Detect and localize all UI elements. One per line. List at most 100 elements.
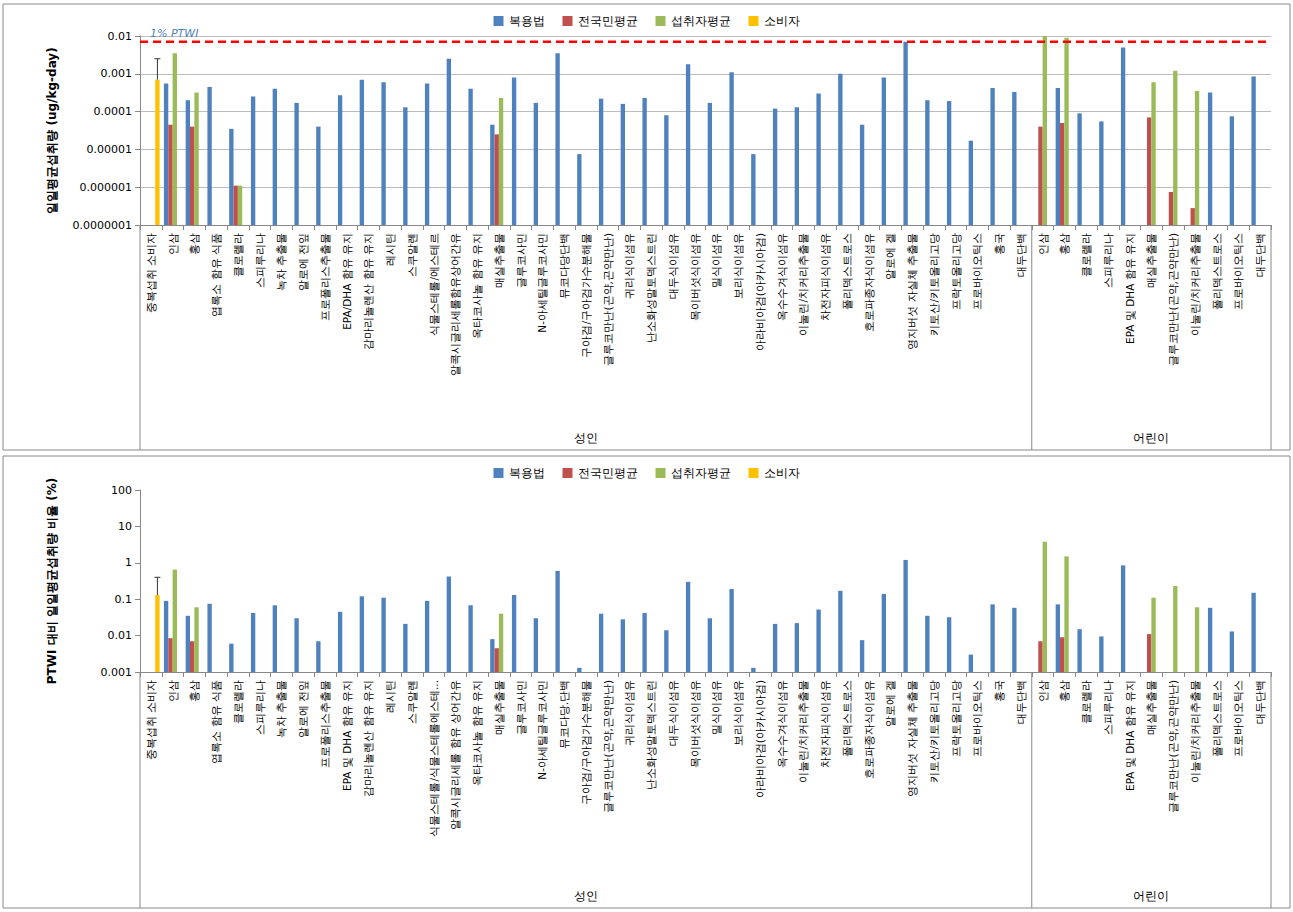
svg-text:홍삼: 홍삼 [1058,233,1070,255]
svg-text:아라비아검(아카시아검): 아라비아검(아카시아검) [754,680,766,798]
svg-text:중복섭취 소비자: 중복섭취 소비자 [145,680,157,760]
svg-text:복용법: 복용법 [509,14,545,28]
svg-text:식물스테롤/식물스테롤에스테...: 식물스테롤/식물스테롤에스테... [428,680,440,837]
svg-text:스피루리나: 스피루리나 [1102,233,1114,288]
svg-text:글루코만난(곤약,곤약만난): 글루코만난(곤약,곤약만난) [602,680,614,813]
svg-text:폴리덱스트로스: 폴리덱스트로스 [1211,233,1223,310]
svg-text:프로바이오틱스: 프로바이오틱스 [1232,680,1244,757]
svg-text:키토산/키토올리고당: 키토산/키토올리고당 [928,680,940,783]
svg-text:대두단백: 대두단백 [1254,680,1266,724]
svg-text:섭취자평균: 섭취자평균 [671,14,731,28]
svg-text:이눌린/치커리추출물: 이눌린/치커리추출물 [797,233,809,336]
svg-text:감마리놀렌산 함유 유지: 감마리놀렌산 함유 유지 [362,233,374,350]
svg-text:1% PTWI: 1% PTWI [150,27,198,40]
svg-text:홍삼: 홍삼 [188,233,200,255]
svg-text:레시틴: 레시틴 [384,680,396,713]
svg-text:옥수수겨식이섬유: 옥수수겨식이섬유 [776,680,788,768]
svg-text:뮤코다당단백: 뮤코다당단백 [558,233,570,299]
svg-text:매실추출물: 매실추출물 [1145,680,1157,735]
svg-text:클로렐라: 클로렐라 [1080,233,1092,277]
svg-text:대두식이섬유: 대두식이섬유 [667,233,679,299]
svg-text:폴리덱스트로스: 폴리덱스트로스 [841,680,853,757]
svg-text:호로파종자식이섬유: 호로파종자식이섬유 [863,233,875,332]
svg-text:프로바이오틱스: 프로바이오틱스 [971,233,983,310]
svg-text:차전자피식이섬유: 차전자피식이섬유 [819,233,831,321]
svg-text:대두단백: 대두단백 [1254,233,1266,277]
svg-text:이눌린/치커리추출물: 이눌린/치커리추출물 [1189,233,1201,336]
svg-text:스피루리나: 스피루리나 [254,233,266,288]
svg-text:밀식이섬유: 밀식이섬유 [710,233,722,288]
svg-text:매실추출물: 매실추출물 [493,680,505,735]
svg-text:호로파종자식이섬유: 호로파종자식이섬유 [863,680,875,779]
svg-text:보리식이섬유: 보리식이섬유 [732,233,744,299]
svg-text:0.00001: 0.00001 [87,143,133,156]
svg-text:N-아세틸글루코사민: N-아세틸글루코사민 [536,233,548,333]
svg-text:글루코만난(곤약,곤약만난): 글루코만난(곤약,곤약만난) [1167,680,1179,813]
svg-text:중복섭취 소비자: 중복섭취 소비자 [145,233,157,313]
svg-text:녹차 추출물: 녹차 추출물 [275,233,287,291]
svg-text:0.000001: 0.000001 [80,181,133,194]
svg-text:프락토올리고당: 프락토올리고당 [950,680,962,757]
svg-text:홍삼: 홍삼 [188,680,200,702]
svg-text:알로에 겔: 알로에 겔 [884,233,896,280]
svg-text:알콕시글리세롤함유상어간유: 알콕시글리세롤함유상어간유 [449,233,461,376]
svg-text:목이버섯식이섬유: 목이버섯식이섬유 [689,233,701,321]
svg-text:구아검/구아검가수분해물: 구아검/구아검가수분해물 [580,233,592,358]
svg-text:귀리식이섬유: 귀리식이섬유 [623,680,635,746]
svg-text:대두단백: 대두단백 [1015,233,1027,277]
svg-text:감마리놀렌산 함유 유지: 감마리놀렌산 함유 유지 [362,680,374,797]
svg-text:홍국: 홍국 [993,680,1005,702]
svg-text:홍국: 홍국 [993,233,1005,255]
svg-text:난소화성말토덱스트린: 난소화성말토덱스트린 [645,233,657,343]
svg-text:인삼: 인삼 [167,233,179,255]
svg-text:레시틴: 레시틴 [384,233,396,266]
svg-text:글루코만난(곤약,곤약만난): 글루코만난(곤약,곤약만난) [602,233,614,366]
svg-text:100: 100 [111,484,132,497]
svg-text:알로에 전잎: 알로에 전잎 [297,680,309,738]
svg-text:글루코만난(곤약,곤약만난): 글루코만난(곤약,곤약만난) [1167,233,1179,366]
svg-text:클로렐라: 클로렐라 [232,233,244,277]
svg-text:옥타코사놀 함유 유지: 옥타코사놀 함유 유지 [471,680,483,786]
svg-text:성인: 성인 [574,889,598,903]
svg-text:일일평균섭취량 (ug/kg-day): 일일평균섭취량 (ug/kg-day) [45,47,59,213]
svg-text:옥수수겨식이섬유: 옥수수겨식이섬유 [776,233,788,321]
svg-text:10: 10 [118,520,132,533]
svg-text:폴리덱스트로스: 폴리덱스트로스 [1211,680,1223,757]
svg-text:영지버섯 자실체 추출물: 영지버섯 자실체 추출물 [906,233,918,350]
svg-text:이눌린/치커리추출물: 이눌린/치커리추출물 [1189,680,1201,783]
svg-text:녹차 추출물: 녹차 추출물 [275,680,287,738]
svg-text:스피루리나: 스피루리나 [254,680,266,735]
svg-text:소비자: 소비자 [764,14,800,28]
svg-text:식물스테롤/에스테르: 식물스테롤/에스테르 [428,233,440,336]
svg-text:대두식이섬유: 대두식이섬유 [667,680,679,746]
svg-text:클로렐라: 클로렐라 [232,680,244,724]
svg-text:영지버섯 자실체 추출물: 영지버섯 자실체 추출물 [906,680,918,797]
svg-text:난소화성말토덱스트린: 난소화성말토덱스트린 [645,680,657,790]
svg-text:스쿠알렌: 스쿠알렌 [406,680,418,724]
svg-text:EPA 및 DHA 함유 유지: EPA 및 DHA 함유 유지 [1124,680,1136,791]
svg-text:프락토올리고당: 프락토올리고당 [950,233,962,310]
svg-text:이눌린/치커리추출물: 이눌린/치커리추출물 [797,680,809,783]
svg-text:보리식이섬유: 보리식이섬유 [732,680,744,746]
svg-text:성인: 성인 [574,431,598,445]
svg-text:EPA 및 DHA 함유 유지: EPA 및 DHA 함유 유지 [1124,233,1136,344]
svg-text:인삼: 인삼 [1037,680,1049,702]
svg-text:키토산/키토올리고당: 키토산/키토올리고당 [928,233,940,336]
svg-text:어린이: 어린이 [1133,889,1169,903]
svg-text:섭취자평균: 섭취자평균 [671,466,731,480]
svg-text:대두단백: 대두단백 [1015,680,1027,724]
svg-text:글루코사민: 글루코사민 [515,680,527,735]
svg-text:매실추출물: 매실추출물 [493,233,505,288]
svg-text:인삼: 인삼 [167,680,179,702]
svg-text:구아검/구아검가수분해물: 구아검/구아검가수분해물 [580,680,592,805]
svg-text:홍삼: 홍삼 [1058,680,1070,702]
svg-text:글루코사민: 글루코사민 [515,233,527,288]
svg-text:알콕시글리세롤 함유 상어간유: 알콕시글리세롤 함유 상어간유 [449,680,461,830]
svg-text:옥타코사놀 함유 유지: 옥타코사놀 함유 유지 [471,233,483,339]
svg-text:매실추출물: 매실추출물 [1145,233,1157,288]
svg-text:어린이: 어린이 [1133,431,1169,445]
svg-text:프로바이오틱스: 프로바이오틱스 [971,680,983,757]
svg-text:스쿠알렌: 스쿠알렌 [406,233,418,277]
svg-text:차전자피식이섬유: 차전자피식이섬유 [819,680,831,768]
svg-text:아라비아검(아카시아검): 아라비아검(아카시아검) [754,233,766,351]
